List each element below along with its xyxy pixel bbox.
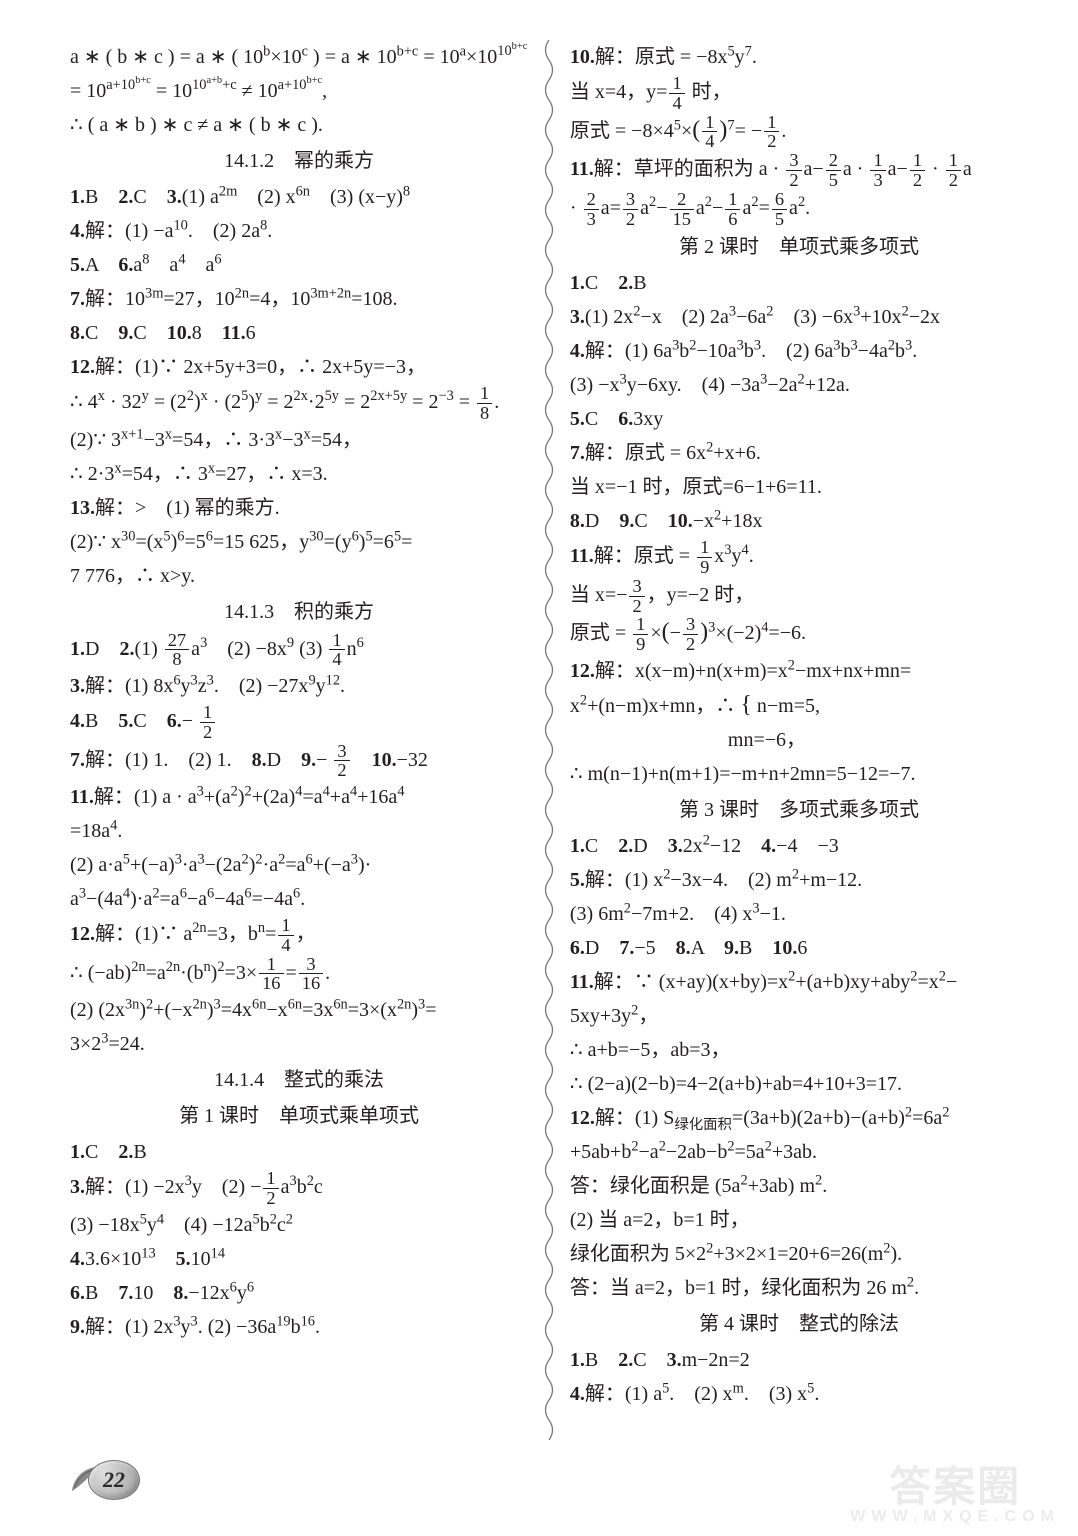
- section-title-14-1-4: 14.1.4 整式的乘法: [70, 1063, 528, 1097]
- text-line: =18a4.: [70, 814, 528, 848]
- text-line: 原式 = −8×45×(14)7= −12.: [570, 113, 1028, 152]
- text-line: +5ab+b2−a2−2ab−b2=5a2+3ab.: [570, 1135, 1028, 1169]
- two-column-layout: a ∗ ( b ∗ c ) = a ∗ ( 10b×10c ) = a ∗ 10…: [70, 40, 1028, 1411]
- text-line: 答：绿化面积是 (5a2+3ab) m2.: [570, 1169, 1028, 1203]
- text-line: 6.B 7.10 8.−12x6y6: [70, 1276, 528, 1310]
- text-line: 4.B 5.C 6.− 12: [70, 703, 528, 742]
- text-line: 答：当 a=2，b=1 时，绿化面积为 26 m2.: [570, 1271, 1028, 1305]
- text-line: 1.C 2.B: [570, 266, 1028, 300]
- text-line: 4.解：(1) −a10. (2) 2a8.: [70, 214, 528, 248]
- page-number-badge: 22: [70, 1454, 140, 1502]
- text-line: (2) 当 a=2，b=1 时，: [570, 1203, 1028, 1237]
- text-line: · 23a=32a2−215a2−16a2=65a2.: [570, 190, 1028, 229]
- text-line: 1.C 2.B: [70, 1135, 528, 1169]
- text-line: 9.解：(1) 2x3y3. (2) −36a19b16.: [70, 1310, 528, 1344]
- text-line: 7.解：原式 = 6x2+x+6.: [570, 436, 1028, 470]
- text-line: 12.解：(1)∵ 2x+5y+3=0，∴ 2x+5y=−3，: [70, 350, 528, 384]
- text-line: 3.解：(1) 8x6y3z3. (2) −27x9y12.: [70, 669, 528, 703]
- watermark-sub: WWW.MXQE.COM: [850, 1509, 1060, 1526]
- wavy-line-icon: [542, 40, 556, 1440]
- text-line: ∴ m(n−1)+n(m+1)=−m+n+2mn=5−12=−7.: [570, 757, 1028, 791]
- text-line: ∴ (−ab)2n=a2n·(bn)2=3×116=316.: [70, 955, 528, 994]
- text-line: 当 x=−32，y=−2 时，: [570, 577, 1028, 616]
- text-line: 5xy+3y2，: [570, 999, 1028, 1033]
- column-divider: [542, 40, 556, 1411]
- text-line: (3) 6m2−7m+2. (4) x3−1.: [570, 897, 1028, 931]
- text-line: (3) −x3y−6xy. (4) −3a3−2a2+12a.: [570, 368, 1028, 402]
- text-line: 1.D 2.(1) 278a3 (2) −8x9 (3) 14n6: [70, 631, 528, 670]
- text-line: 4.解：(1) 6a3b2−10a3b3. (2) 6a3b3−4a2b3.: [570, 334, 1028, 368]
- text-line: 7.解：103m=27，102n=4，103m+2n=108.: [70, 282, 528, 316]
- lesson-3-title: 第 3 课时 多项式乘多项式: [570, 793, 1028, 827]
- text-line: 8.C 9.C 10.8 11.6: [70, 316, 528, 350]
- text-line: 12.解：x(x−m)+n(x+m)=x2−mx+nx+mn=: [570, 654, 1028, 688]
- text-line: 4.3.6×1013 5.1014: [70, 1242, 528, 1276]
- text-line: 当 x=4，y=14 时，: [570, 74, 1028, 113]
- text-line: 原式 = 19×(−32)3×(−2)4=−6.: [570, 615, 1028, 654]
- text-line: ∴ 4x · 32y = (22)x · (25)y = 22x·25y = 2…: [70, 384, 528, 423]
- text-line: (2)∵ x30=(x5)6=56=15 625，y30=(y6)5=65=: [70, 525, 528, 559]
- text-line: (2) (2x3n)2+(−x2n)3=4x6n−x6n=3x6n=3×(x2n…: [70, 993, 528, 1027]
- text-line: 12.解：(1)∵ a2n=3，bn=14，: [70, 916, 528, 955]
- right-column: 10.解：原式 = −8x5y7.当 x=4，y=14 时，原式 = −8×45…: [570, 40, 1028, 1411]
- text-line: 1.C 2.D 3.2x2−12 4.−4 −3: [570, 829, 1028, 863]
- section-14-1-2: 1.B 2.C 3.(1) a2m (2) x6n (3) (x−y)84.解：…: [70, 180, 528, 593]
- text-line: 5.解：(1) x2−3x−4. (2) m2+m−12.: [570, 863, 1028, 897]
- text-line: a ∗ ( b ∗ c ) = a ∗ ( 10b×10c ) = a ∗ 10…: [70, 40, 528, 74]
- text-line: 3.解：(1) −2x3y (2) −12a3b2c: [70, 1169, 528, 1208]
- text-line: 11.解：草坪的面积为 a · 32a−25a · 13a−12 · 12a: [570, 151, 1028, 190]
- text-line: ∴ ( a ∗ b ) ∗ c ≠ a ∗ ( b ∗ c ).: [70, 108, 528, 142]
- page-root: a ∗ ( b ∗ c ) = a ∗ ( 10b×10c ) = a ∗ 10…: [0, 0, 1078, 1536]
- text-line: 5.C 6.3xy: [570, 402, 1028, 436]
- text-line: 绿化面积为 5×22+3×2×1=20+6=26(m2).: [570, 1237, 1028, 1271]
- text-line: (3) −18x5y4 (4) −12a5b2c2: [70, 1208, 528, 1242]
- text-line: 11.解：∵ (x+ay)(x+by)=x2+(a+b)xy+aby2=x2−: [570, 965, 1028, 999]
- text-line: 5.A 6.a8 a4 a6: [70, 248, 528, 282]
- section-title-14-1-2: 14.1.2 幂的乘方: [70, 144, 528, 178]
- text-line: 4.解：(1) a5. (2) xm. (3) x5.: [570, 1377, 1028, 1411]
- text-line: 12.解：(1) S绿化面积=(3a+b)(2a+b)−(a+b)2=6a2: [570, 1101, 1028, 1135]
- watermark-main: 答案圈: [889, 1463, 1021, 1510]
- text-line: 1.B 2.C 3.(1) a2m (2) x6n (3) (x−y)8: [70, 180, 528, 214]
- page-number: 22: [88, 1460, 140, 1500]
- watermark: 答案圈 WWW.MXQE.COM: [850, 1465, 1060, 1526]
- lesson-2-title: 第 2 课时 单项式乘多项式: [570, 230, 1028, 264]
- text-line: ∴ (2−a)(2−b)=4−2(a+b)+ab=4+10+3=17.: [570, 1067, 1028, 1101]
- lesson-4-body: 1.B 2.C 3.m−2n=24.解：(1) a5. (2) xm. (3) …: [570, 1343, 1028, 1411]
- text-line: (2)∵ 3x+1−3x=54，∴ 3·3x−3x=54，: [70, 423, 528, 457]
- section-14-1-3: 1.D 2.(1) 278a3 (2) −8x9 (3) 14n63.解：(1)…: [70, 631, 528, 1062]
- text-line: 3.(1) 2x2−x (2) 2a3−6a2 (3) −6x3+10x2−2x: [570, 300, 1028, 334]
- lesson-2-body: 1.C 2.B3.(1) 2x2−x (2) 2a3−6a2 (3) −6x3+…: [570, 266, 1028, 791]
- text-line: 1.B 2.C 3.m−2n=2: [570, 1343, 1028, 1377]
- text-line: 7 776，∴ x>y.: [70, 559, 528, 593]
- text-line: ∴ a+b=−5，ab=3，: [570, 1033, 1028, 1067]
- left-top-block: a ∗ ( b ∗ c ) = a ∗ ( 10b×10c ) = a ∗ 10…: [70, 40, 528, 142]
- text-line: 3×23=24.: [70, 1027, 528, 1061]
- lesson-4-title: 第 4 课时 整式的除法: [570, 1307, 1028, 1341]
- text-line: 11.解：(1) a · a3+(a2)2+(2a)4=a4+a4+16a4: [70, 780, 528, 814]
- text-line: = 10a+10b+c = 1010a+b+c ≠ 10a+10b+c,: [70, 74, 528, 108]
- text-line: 6.D 7.−5 8.A 9.B 10.6: [570, 931, 1028, 965]
- text-line: 13.解：> (1) 幂的乘方.: [70, 491, 528, 525]
- text-line: 7.解：(1) 1. (2) 1. 8.D 9.− 32 10.−32: [70, 742, 528, 781]
- lesson-1-title: 第 1 课时 单项式乘单项式: [70, 1099, 528, 1133]
- text-line: a3−(4a4)·a2=a6−a6−4a6=−4a6.: [70, 882, 528, 916]
- text-line: 11.解：原式 = 19x3y4.: [570, 538, 1028, 577]
- lesson-1-continued: 10.解：原式 = −8x5y7.当 x=4，y=14 时，原式 = −8×45…: [570, 40, 1028, 228]
- lesson-1-body: 1.C 2.B3.解：(1) −2x3y (2) −12a3b2c(3) −18…: [70, 1135, 528, 1344]
- text-line: 8.D 9.C 10.−x2+18x: [570, 504, 1028, 538]
- text-line: 当 x=−1 时，原式=6−1+6=11.: [570, 470, 1028, 504]
- text-line: ∴ 2·3x=54，∴ 3x=27，∴ x=3.: [70, 457, 528, 491]
- section-title-14-1-3: 14.1.3 积的乘方: [70, 595, 528, 629]
- text-line: x2+(n−m)x+mn，∴ { n−m=5,mn=−6，: [570, 688, 1028, 757]
- text-line: 10.解：原式 = −8x5y7.: [570, 40, 1028, 74]
- left-column: a ∗ ( b ∗ c ) = a ∗ ( 10b×10c ) = a ∗ 10…: [70, 40, 528, 1411]
- lesson-3-body: 1.C 2.D 3.2x2−12 4.−4 −35.解：(1) x2−3x−4.…: [570, 829, 1028, 1305]
- text-line: (2) a·a5+(−a)3·a3−(2a2)2·a2=a6+(−a3)·: [70, 848, 528, 882]
